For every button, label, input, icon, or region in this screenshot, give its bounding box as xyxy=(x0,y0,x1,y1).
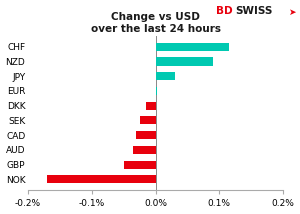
Text: SWISS: SWISS xyxy=(236,6,273,16)
Bar xyxy=(155,72,175,80)
Bar xyxy=(124,160,155,169)
Text: BD: BD xyxy=(216,6,232,16)
Bar xyxy=(155,43,229,51)
Bar xyxy=(47,175,155,183)
Bar xyxy=(133,146,155,154)
Title: Change vs USD
over the last 24 hours: Change vs USD over the last 24 hours xyxy=(91,12,220,34)
Bar xyxy=(155,58,213,66)
Bar xyxy=(136,131,155,139)
Bar xyxy=(146,102,155,110)
Text: ➤: ➤ xyxy=(290,7,297,16)
Bar xyxy=(140,116,155,125)
Bar xyxy=(155,87,157,95)
